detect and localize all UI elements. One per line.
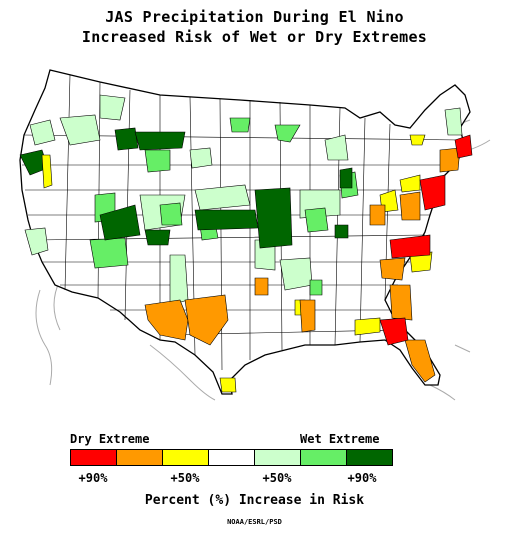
legend-tick-dry-50: +50% [170, 471, 200, 485]
legend-swatch-neutral [208, 449, 255, 466]
legend-wet-label: Wet Extreme [300, 432, 380, 446]
dry-70-regions [144, 147, 461, 383]
legend-tick-dry-90: +90% [78, 471, 108, 485]
dry-90-regions [379, 134, 473, 346]
legend-swatch-dry-90 [70, 449, 117, 466]
legend-tick-wet-50: +50% [262, 471, 292, 485]
legend-swatch-wet-90 [346, 449, 393, 466]
legend-swatch-dry-70 [116, 449, 163, 466]
legend-dry-label: Dry Extreme [70, 432, 150, 446]
map-title-line2: Increased Risk of Wet or Dry Extremes [81, 28, 428, 46]
legend-swatch-dry-50 [162, 449, 209, 466]
legend-swatch-wet-50 [254, 449, 301, 466]
conus-outline [19, 69, 471, 395]
legend-tick-wet-90: +90% [347, 471, 377, 485]
wet-90-regions [19, 127, 353, 249]
credit-text: NOAA/ESRL/PSD [227, 518, 282, 526]
legend-caption: Percent (%) Increase in Risk [144, 493, 365, 508]
map-title-line1: JAS Precipitation During El Nino [105, 8, 404, 26]
us-climate-division-map [19, 69, 491, 401]
legend-swatch-wet-70 [300, 449, 347, 466]
